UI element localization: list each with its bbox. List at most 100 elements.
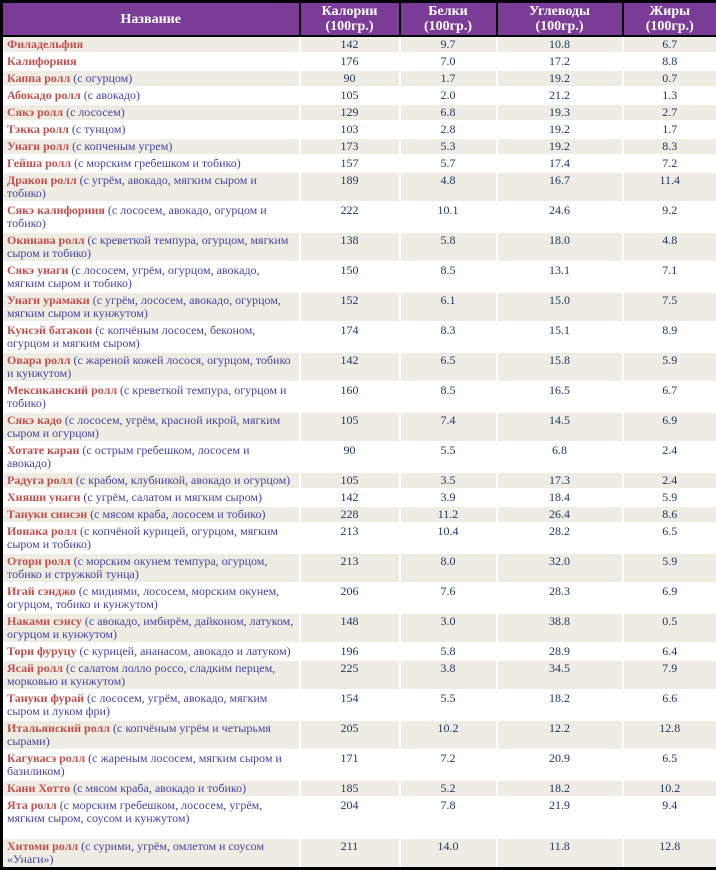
roll-name-cell: Мексиканский ролл (с креветкой темпура, … [2,382,300,412]
carbs-cell: 10.8 [497,36,623,53]
roll-name: Наками сэнсу [7,614,82,628]
calories-cell: 171 [300,750,400,780]
roll-name-cell: Тэкка ролл (с тунцом) [2,121,300,138]
carbs-cell: 11.8 [497,838,623,869]
carbs-cell: 28.2 [497,523,623,553]
carbs-cell: 19.2 [497,121,623,138]
fats-cell: 8.9 [623,322,716,352]
proteins-cell: 10.1 [400,202,497,232]
fats-cell: 6.5 [623,750,716,780]
proteins-cell: 10.2 [400,720,497,750]
column-header-label: Название [5,12,297,27]
roll-name: Сякэ калифорния [7,203,105,217]
roll-description: (с копченым угрем) [69,139,172,153]
column-header-carbs: Углеводы (100гр.) [497,2,623,37]
roll-name-cell: Филадельфия [2,36,300,53]
carbs-cell: 17.4 [497,155,623,172]
proteins-cell: 14.0 [400,838,497,869]
proteins-cell: 5.7 [400,155,497,172]
roll-description: (с тунцом) [69,122,126,136]
roll-name: Тануки фурай [7,691,84,705]
roll-name-cell: Гейша ролл (с морским гребешком и тобико… [2,155,300,172]
carbs-cell: 20.9 [497,750,623,780]
roll-name: Ята ролл [7,798,57,812]
table-row: Тануки фурай (с лососем, угрём, авокадо,… [2,690,716,720]
roll-name-cell: Сякэ унаги (с лососем, угрём, огурцом, а… [2,262,300,292]
carbs-cell: 24.6 [497,202,623,232]
roll-name: Ионака ролл [7,524,77,538]
carbs-cell: 21.9 [497,797,623,838]
fats-cell: 6.9 [623,583,716,613]
roll-name-cell: Ясай ролл (с салатом лолло россо, сладки… [2,660,300,690]
roll-name: Мексиканский ролл [7,383,117,397]
roll-name-cell: Итальянский ролл (с копчёным угрём и чет… [2,720,300,750]
proteins-cell: 7.2 [400,750,497,780]
carbs-cell: 19.2 [497,138,623,155]
roll-description: (с мясом краба, авокадо и тобико) [70,781,246,795]
proteins-cell: 3.8 [400,660,497,690]
fats-cell: 2.4 [623,442,716,472]
roll-description: (с крабом, клубникой, авокадо и огурцом) [73,473,290,487]
roll-name-cell: Тори фуруцу (с курицей, ананасом, авокад… [2,643,300,660]
proteins-cell: 5.8 [400,232,497,262]
proteins-cell: 2.0 [400,87,497,104]
roll-name: Тэкка ролл [7,122,69,136]
column-header-label: Углеводы [500,4,620,19]
proteins-cell: 2.8 [400,121,497,138]
carbs-cell: 18.2 [497,780,623,797]
table-row: Унаги урамаки (с угрём, лососем, авокадо… [2,292,716,322]
calories-cell: 90 [300,442,400,472]
calories-cell: 105 [300,412,400,442]
fats-cell: 5.9 [623,489,716,506]
roll-name-cell: Тануки фурай (с лососем, угрём, авокадо,… [2,690,300,720]
calories-cell: 196 [300,643,400,660]
column-header-name: Название [2,2,300,37]
proteins-cell: 8.0 [400,553,497,583]
calories-cell: 205 [300,720,400,750]
roll-name: Окинава ролл [7,233,85,247]
roll-name-cell: Дракон ролл (с угрём, авокадо, мягким сы… [2,172,300,202]
carbs-cell: 15.0 [497,292,623,322]
calories-cell: 150 [300,262,400,292]
table-row: Кунсэй батакон (с копчёным лососем, беко… [2,322,716,352]
calories-cell: 105 [300,87,400,104]
carbs-cell: 21.2 [497,87,623,104]
roll-name-cell: Окинава ролл (с креветкой темпура, огурц… [2,232,300,262]
roll-name: Кагувасэ ролл [7,751,85,765]
roll-name: Калифорния [7,54,77,68]
fats-cell: 7.9 [623,660,716,690]
fats-cell: 2.7 [623,104,716,121]
table-row: Кагувасэ ролл (с жареным лососем, мягким… [2,750,716,780]
proteins-cell: 3.5 [400,472,497,489]
fats-cell: 8.6 [623,506,716,523]
fats-cell: 0.5 [623,613,716,643]
column-header-label: Жиры [626,4,715,19]
header-row: Название Калории (100гр.) Белки (100гр.)… [2,2,716,37]
table-row: Тануки синсэн (с мясом краба, лососем и … [2,506,716,523]
carbs-cell: 26.4 [497,506,623,523]
roll-name-cell: Хотате каран (с острым гребешком, лососе… [2,442,300,472]
roll-name-cell: Отори ролл (с морским окунем темпура, ог… [2,553,300,583]
carbs-cell: 19.3 [497,104,623,121]
carbs-cell: 19.2 [497,70,623,87]
roll-name: Тори фуруцу [7,644,77,658]
roll-name-cell: Хияши унаги (с угрём, салатом и мягким с… [2,489,300,506]
roll-name-cell: Ионака ролл (с копчёной курицей, огурцом… [2,523,300,553]
fats-cell: 12.8 [623,720,716,750]
fats-cell: 12.8 [623,838,716,869]
carbs-cell: 12.2 [497,720,623,750]
roll-name-cell: Радуга ролл (с крабом, клубникой, авокад… [2,472,300,489]
table-row: Тори фуруцу (с курицей, ананасом, авокад… [2,643,716,660]
roll-name: Дракон ролл [7,173,77,187]
fats-cell: 9.4 [623,797,716,838]
roll-name-cell: Абокадо ролл (с авокадо) [2,87,300,104]
table-row: Хитоми ролл (с сурими, угрём, омлетом и … [2,838,716,869]
table-row: Радуга ролл (с крабом, клубникой, авокад… [2,472,716,489]
table-row: Овара ролл (с жареной кожей лосося, огур… [2,352,716,382]
table-row: Хотате каран (с острым гребешком, лососе… [2,442,716,472]
roll-name-cell: Игай сэнджо (с мидиями, лососем, морским… [2,583,300,613]
fats-cell: 5.9 [623,553,716,583]
